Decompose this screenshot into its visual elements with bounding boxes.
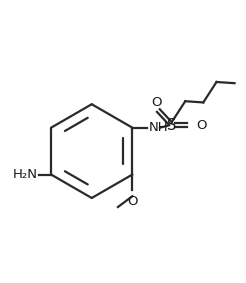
Text: H₂N: H₂N — [13, 168, 38, 181]
Text: NH: NH — [149, 121, 169, 134]
Text: O: O — [151, 96, 162, 109]
Text: S: S — [167, 118, 177, 133]
Text: O: O — [127, 194, 138, 207]
Text: O: O — [196, 119, 207, 132]
